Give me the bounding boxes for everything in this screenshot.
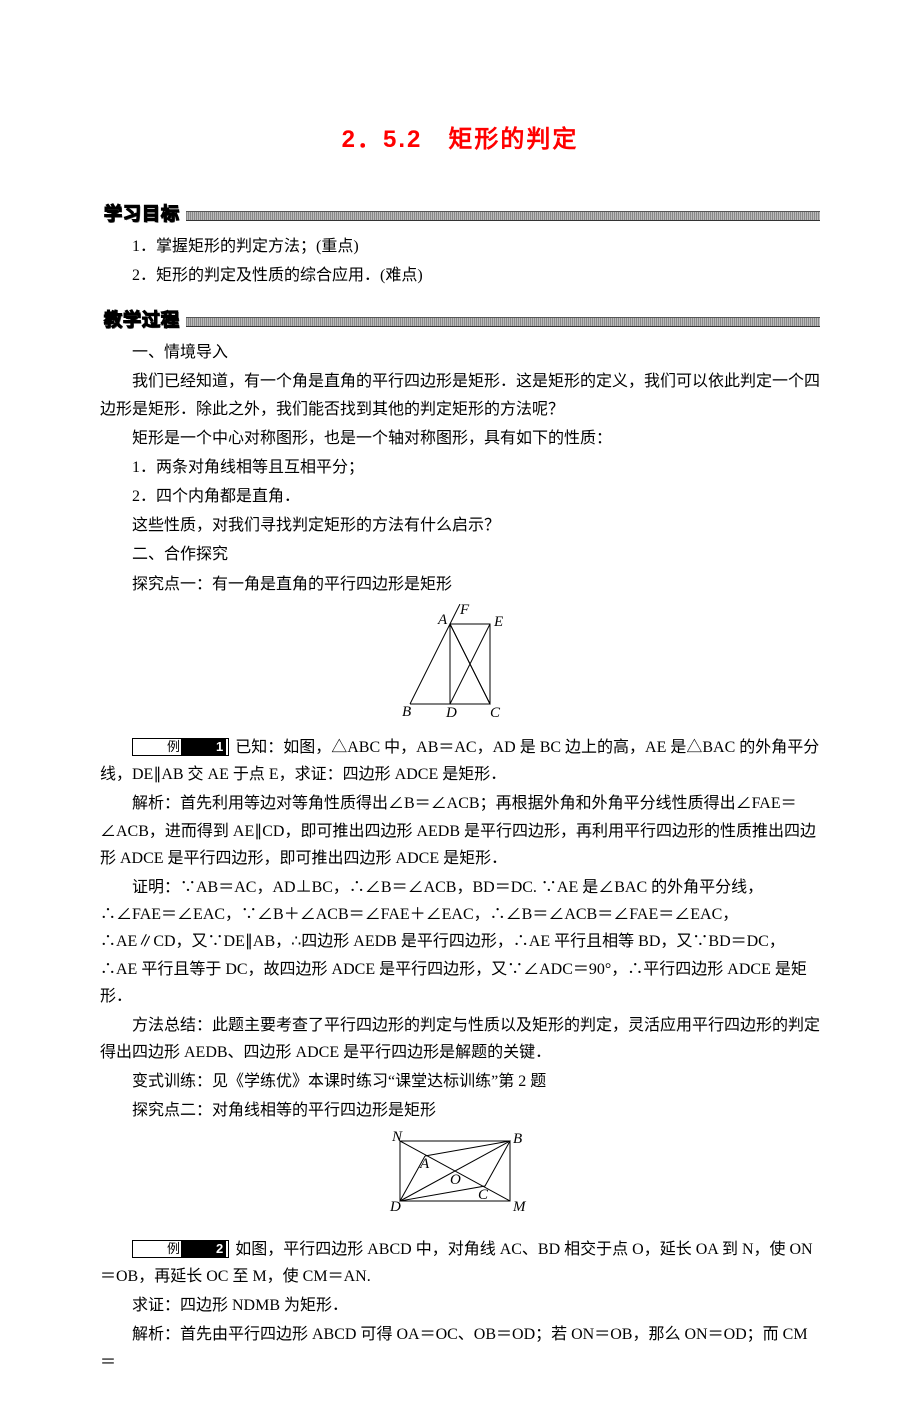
ex2-prove: 求证：四边形 NDMB 为矩形． bbox=[100, 1292, 820, 1319]
intro-text: 这些性质，对我们寻找判定矩形的方法有什么启示？ bbox=[100, 512, 820, 539]
intro-text: 2．四个内角都是直角． bbox=[100, 483, 820, 510]
ex2-analysis: 解析：首先由平行四边形 ABCD 可得 OA＝OC、OB＝OD；若 ON＝OB，… bbox=[100, 1321, 820, 1375]
ex1-method: 方法总结：此题主要考查了平行四边形的判定与性质以及矩形的判定，灵活应用平行四边形… bbox=[100, 1012, 820, 1066]
banner-bar bbox=[186, 211, 820, 221]
objective-item: 1．掌握矩形的判定方法；(重点) bbox=[132, 233, 820, 260]
fig1-label-D: D bbox=[445, 705, 457, 719]
fig2-label-A: A bbox=[419, 1156, 430, 1172]
banner-bar bbox=[186, 317, 820, 327]
page-title: 2．5.2 矩形的判定 bbox=[100, 120, 820, 161]
process-label: 教学过程 bbox=[100, 310, 184, 330]
fig2-label-O: O bbox=[450, 1172, 461, 1188]
fig1-label-A: A bbox=[437, 612, 448, 628]
objectives-list: 1．掌握矩形的判定方法；(重点) 2．矩形的判定及性质的综合应用．(难点) bbox=[100, 233, 820, 289]
process-banner: 教学过程 bbox=[100, 307, 820, 329]
fig2-label-M: M bbox=[512, 1199, 527, 1215]
objectives-banner: 学习目标 bbox=[100, 201, 820, 223]
ex1-variant: 变式训练：见《学练优》本课时练习“课堂达标训练”第 2 题 bbox=[100, 1068, 820, 1095]
intro-text: 我们已经知道，有一个角是直角的平行四边形是矩形．这是矩形的定义，我们可以依此判定… bbox=[100, 368, 820, 422]
fig1-label-C: C bbox=[490, 705, 501, 719]
example-tag: 例2 bbox=[132, 1240, 229, 1258]
fig2-label-N: N bbox=[391, 1131, 403, 1145]
fig1-label-F: F bbox=[459, 604, 470, 618]
ex1-analysis: 解析：首先利用等边对等角性质得出∠B＝∠ACB；再根据外角和外角平分线性质得出∠… bbox=[100, 790, 820, 872]
figure-2: N B A O D C M bbox=[100, 1131, 820, 1230]
point2-heading: 探究点二：对角线相等的平行四边形是矩形 bbox=[100, 1097, 820, 1124]
ex2-given: 例2 如图，平行四边形 ABCD 中，对角线 AC、BD 相交于点 O，延长 O… bbox=[100, 1236, 820, 1290]
ex1-given: 例1 已知：如图，△ABC 中，AB＝AC，AD 是 BC 边上的高，AE 是△… bbox=[100, 734, 820, 788]
coop-heading: 二、合作探究 bbox=[100, 541, 820, 568]
figure-1: A E F B D C bbox=[100, 604, 820, 728]
fig2-label-D: D bbox=[389, 1199, 401, 1215]
intro-text: 1．两条对角线相等且互相平分； bbox=[100, 454, 820, 481]
fig2-label-C: C bbox=[478, 1187, 489, 1203]
point1-heading: 探究点一：有一角是直角的平行四边形是矩形 bbox=[100, 571, 820, 598]
objective-item: 2．矩形的判定及性质的综合应用．(难点) bbox=[132, 262, 820, 289]
fig2-label-B: B bbox=[513, 1131, 522, 1147]
intro-heading: 一、情境导入 bbox=[100, 339, 820, 366]
ex1-proof: 证明：∵AB＝AC，AD⊥BC，∴∠B＝∠ACB，BD＝DC. ∵AE 是∠BA… bbox=[100, 874, 820, 1010]
fig1-label-E: E bbox=[493, 614, 503, 630]
intro-text: 矩形是一个中心对称图形，也是一个轴对称图形，具有如下的性质： bbox=[100, 425, 820, 452]
page: 2．5.2 矩形的判定 学习目标 1．掌握矩形的判定方法；(重点) 2．矩形的判… bbox=[0, 0, 920, 1418]
fig1-label-B: B bbox=[402, 704, 411, 719]
example-tag: 例1 bbox=[132, 738, 229, 756]
objectives-label: 学习目标 bbox=[100, 204, 184, 224]
